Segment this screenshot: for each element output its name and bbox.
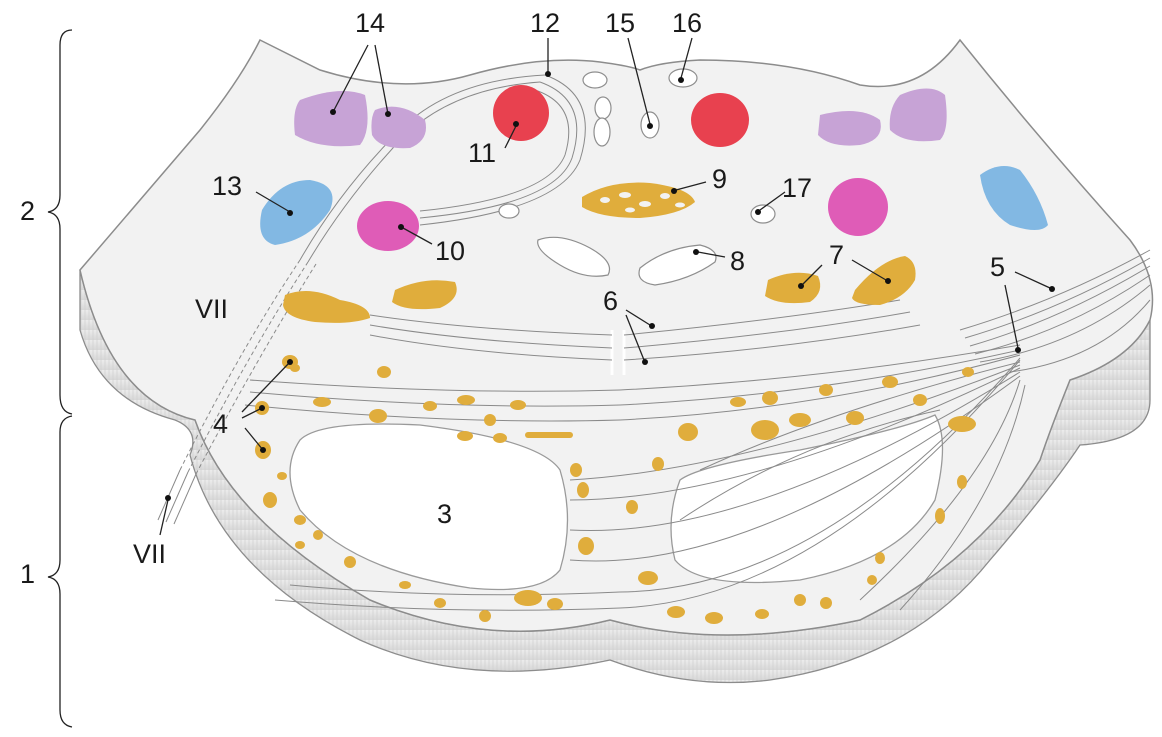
label-5: 5 [990,252,1005,282]
label-11: 11 [468,138,496,168]
label-vii-upper: VII [195,294,228,324]
median-sulcus [610,330,626,375]
label-15: 15 [605,8,635,38]
label-7: 7 [829,240,844,270]
reticular-formation [582,182,695,218]
label-13: 13 [212,171,242,201]
pontine-nuclei [255,355,976,624]
white-tracts-and-vessels [498,68,776,286]
label-17: 17 [782,173,812,203]
label-2: 2 [20,196,35,226]
spinal-trigeminal-nuclei [260,166,1048,245]
label-vii-lower: VII [133,539,166,569]
label-1: 1 [20,559,35,589]
label-8: 8 [730,246,745,276]
label-14: 14 [355,8,385,38]
middle-cerebellar-peduncle-fibers [959,249,1151,373]
label-3: 3 [437,499,452,529]
corticospinal-tract-region-right [670,414,944,584]
facial-nuclei [357,178,888,251]
trapezoid-body-fibers [369,299,921,361]
superior-olivary-nuclei [283,256,916,323]
brace-2 [47,29,73,415]
label-6: 6 [603,286,618,316]
label-9: 9 [712,164,727,194]
brace-1 [47,415,73,728]
label-16: 16 [672,8,702,38]
corticospinal-tract-region-left [289,423,569,591]
leader-lines [159,37,1055,536]
vestibular-nuclei [294,88,947,149]
label-10: 10 [435,236,465,266]
label-4: 4 [213,409,228,439]
label-12: 12 [530,8,560,38]
abducens-nuclei [493,85,749,147]
